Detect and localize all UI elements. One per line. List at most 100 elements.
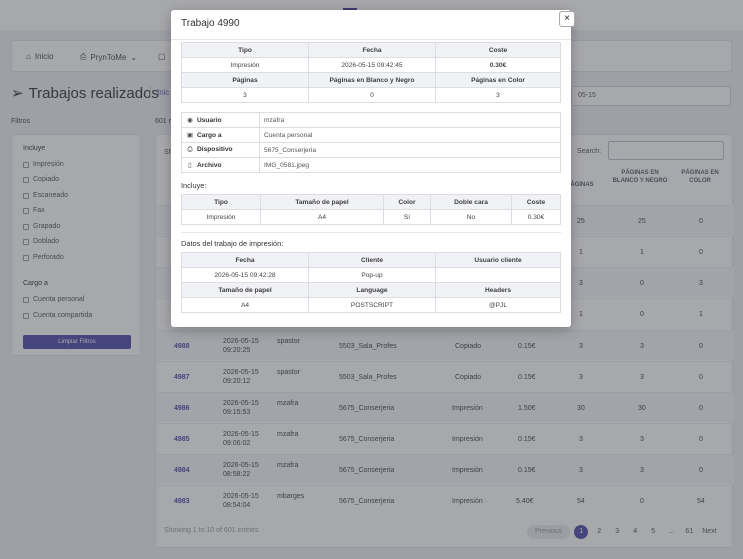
nav-more[interactable]: ▢: [158, 52, 166, 61]
user-circle-icon: ◉: [187, 117, 193, 124]
checkbox[interactable]: [23, 176, 29, 183]
value-paginas-color: 3: [435, 87, 561, 103]
table-row[interactable]: 4988 2026-05-15 09:20:25 spastor 5503_Sa…: [156, 330, 734, 360]
nav-pryntome[interactable]: ⎙ PrynToMe ⌄: [80, 52, 137, 62]
cell-id-link[interactable]: 4986: [174, 405, 190, 412]
checkbox[interactable]: [23, 207, 29, 214]
table-row[interactable]: 4983 2026-05-15 08:54:04 mbarges 5675_Co…: [156, 485, 734, 515]
cell-pages: 1: [579, 311, 583, 318]
filter-label: Cuenta compartida: [33, 312, 93, 319]
filter-label: Escaneado: [33, 192, 69, 199]
header-headers: Headers: [435, 282, 561, 298]
checkbox[interactable]: [23, 296, 29, 303]
filter-impresion[interactable]: Impresión: [23, 161, 64, 168]
cell-date: 2026-05-15: [223, 369, 259, 376]
breadcrumb[interactable]: Inic: [157, 88, 170, 97]
header-tipo: Tipo: [181, 42, 309, 58]
value-cliente: Pop-up: [308, 267, 436, 283]
cell-bw: 0: [640, 498, 644, 505]
cell-color: 0: [699, 218, 703, 225]
pager-page-3[interactable]: 3: [615, 528, 620, 535]
pager-page-5[interactable]: 5: [651, 528, 656, 535]
filter-fax[interactable]: Fax: [23, 207, 45, 214]
cell-id-link[interactable]: 4983: [174, 498, 190, 505]
header-tamano: Tamaño de papel: [260, 194, 384, 210]
cell-date: 2026-05-15: [223, 431, 259, 438]
pager-page-4[interactable]: 4: [633, 528, 638, 535]
pager-page-61[interactable]: 61: [685, 528, 694, 535]
printer-icon: ⎙: [187, 146, 193, 153]
cell-user: mbarges: [277, 493, 305, 500]
cell-type: Impresión: [452, 498, 483, 505]
checkbox[interactable]: [23, 312, 29, 319]
cell-color: 1: [699, 311, 703, 318]
filter-copiado[interactable]: Copiado: [23, 176, 59, 183]
pager-page-1[interactable]: 1: [574, 525, 589, 539]
value-language: POSTSCRIPT: [308, 297, 436, 313]
value-headers: @PJL: [435, 297, 561, 313]
cell-type: Impresión: [452, 405, 483, 412]
column-header-paginas[interactable]: PÁGINAS: [566, 182, 594, 188]
pager-page-2[interactable]: 2: [597, 528, 602, 535]
cell-pages: 3: [579, 374, 583, 381]
header-paginas-color: Páginas en Color: [435, 72, 561, 88]
cell-bw: 0: [640, 280, 644, 287]
table-row[interactable]: 4984 2026-05-15 08:58:22 mzafra 5675_Con…: [156, 454, 734, 484]
checkbox[interactable]: [23, 192, 29, 199]
table-row[interactable]: 4986 2026-05-15 09:15:53 mzafra 5675_Con…: [156, 392, 734, 422]
value-color: Sí: [383, 209, 431, 225]
nav-inicio[interactable]: ⌂ Inicio: [26, 52, 54, 61]
nav-inicio-label: Inicio: [34, 52, 54, 61]
detail-key-label: Archivo: [197, 162, 222, 169]
header-color: Color: [383, 194, 431, 210]
pagination: Previous 1 2 3 4 5 ... 61 Next: [527, 525, 719, 539]
cell-time: 08:58:22: [223, 471, 251, 478]
value-paginas: 3: [181, 87, 309, 103]
close-button[interactable]: ×: [559, 11, 575, 27]
filter-escaneado[interactable]: Escaneado: [23, 192, 68, 199]
checkbox[interactable]: [23, 238, 29, 245]
column-header-bn[interactable]: PÁGINAS EN BLANCO Y NEGRO: [612, 170, 668, 184]
cell-id-link[interactable]: 4987: [174, 374, 190, 381]
cell-pages: 3: [579, 280, 583, 287]
pager-next[interactable]: Next: [702, 528, 717, 535]
date-range-input[interactable]: 05-15: [571, 86, 731, 106]
checkbox[interactable]: [23, 161, 29, 168]
value-tipo: Impresión: [181, 209, 261, 225]
column-header-color[interactable]: PÁGINAS EN COLOR: [681, 170, 719, 184]
cell-date: 2026-05-15: [223, 493, 259, 500]
table-row[interactable]: 4985 2026-05-15 09:06:02 mzafra 5675_Con…: [156, 423, 734, 453]
table-row[interactable]: 4987 2026-05-15 09:20:12 spastor 5503_Sa…: [156, 361, 734, 391]
results-count: 601 r: [155, 118, 171, 125]
value-usuario-cliente: [435, 267, 561, 283]
header-tamano-papel: Tamaño de papel: [181, 282, 309, 298]
filter-cuenta-compartida[interactable]: Cuenta compartida: [23, 312, 92, 319]
cell-id-link[interactable]: 4984: [174, 467, 190, 474]
cell-pages: 3: [579, 436, 583, 443]
job-summary-table: Tipo Fecha Coste Impresión 2026-05-15 09…: [181, 42, 561, 103]
checkbox[interactable]: [23, 223, 29, 230]
header-usuario-cliente: Usuario cliente: [435, 252, 561, 268]
filter-perforado[interactable]: Perforado: [23, 254, 64, 261]
cell-device: 5675_Conserjeria: [339, 436, 395, 443]
filter-label: Cuenta personal: [33, 296, 85, 303]
pager-previous[interactable]: Previous: [527, 525, 571, 539]
cell-pages: 54: [577, 498, 585, 505]
cell-bw: 3: [640, 436, 644, 443]
detail-key-dispositivo: ⎙ Dispositivo: [181, 142, 260, 158]
search-input[interactable]: [608, 141, 724, 160]
filter-doblado[interactable]: Doblado: [23, 238, 59, 245]
cell-id-link[interactable]: 4988: [174, 343, 190, 350]
header-tipo: Tipo: [181, 194, 261, 210]
checkbox[interactable]: [23, 254, 29, 261]
filter-label: Doblado: [33, 238, 60, 245]
header-paginas-bn: Páginas en Blanco y Negro: [308, 72, 436, 88]
value-fecha: 2026-05-15 09:42:45: [308, 57, 436, 73]
filter-grapado[interactable]: Grapado: [23, 223, 60, 230]
filter-cuenta-personal[interactable]: Cuenta personal: [23, 296, 84, 303]
printer-icon: ⎙: [80, 52, 87, 61]
cell-id-link[interactable]: 4985: [174, 436, 190, 443]
value-tamano: A4: [260, 209, 384, 225]
clear-filters-button[interactable]: Limpiar Filtros: [23, 335, 131, 349]
cell-type: Copiado: [455, 374, 482, 381]
